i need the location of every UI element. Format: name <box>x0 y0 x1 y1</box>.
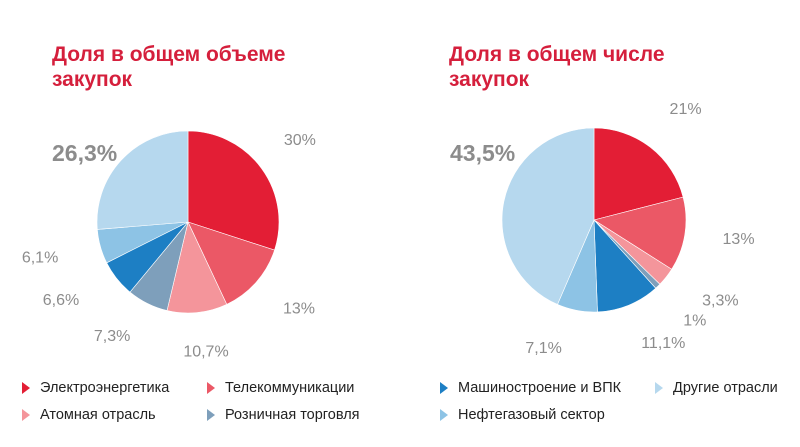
pie1-label-machinery: 6,6% <box>43 292 79 309</box>
legend-label-electro: Электроэнергетика <box>40 380 170 396</box>
pie1-label-nuclear: 10,7% <box>183 343 228 360</box>
pie2-slice-telecom <box>593 196 687 270</box>
legend-label-telecom: Телекоммуникации <box>225 380 355 396</box>
legend-item-telecom: Телекоммуникации <box>207 380 354 396</box>
pie1-slice-other <box>96 130 189 230</box>
pie1-slice-telecom <box>187 221 275 305</box>
legend-swatch-oilgas <box>440 409 448 421</box>
legend-item-nuclear: Атомная отрасль <box>22 407 156 423</box>
pie2-label-electro: 21% <box>670 101 702 118</box>
legend-label-oilgas: Нефтегазовый сектор <box>458 407 605 423</box>
legend-label-other: Другие отрасли <box>673 380 778 396</box>
pie1-label-other: 26,3% <box>52 140 117 166</box>
legend-swatch-nuclear <box>22 409 30 421</box>
legend-item-oilgas: Нефтегазовый сектор <box>440 407 605 423</box>
pie1-label-retail: 7,3% <box>94 328 130 345</box>
pie2-label-machinery: 11,1% <box>641 335 685 352</box>
pie2-label-nuclear: 3,3% <box>702 292 738 309</box>
legend-swatch-electro <box>22 382 30 394</box>
legend-label-machinery: Машиностроение и ВПК <box>458 380 622 396</box>
legend-item-other: Другие отрасли <box>655 380 778 396</box>
pie1-label-telecom: 13% <box>283 301 315 318</box>
legend: Электроэнергетика Телекоммуникации Машин… <box>0 378 800 438</box>
legend-swatch-retail <box>207 409 215 421</box>
chart-title-count: Доля в общем числе закупок <box>449 43 665 91</box>
pie1-label-oilgas: 6,1% <box>22 249 58 266</box>
legend-item-retail: Розничная торговля <box>207 407 360 423</box>
chart-title-volume: Доля в общем объеме закупок <box>52 43 286 91</box>
pie2-slice-other <box>501 127 595 305</box>
pie2-label-oilgas: 7,1% <box>525 340 561 357</box>
pie2-label-telecom: 13% <box>723 231 755 248</box>
legend-label-retail: Розничная торговля <box>225 407 360 423</box>
legend-swatch-other <box>655 382 663 394</box>
legend-swatch-telecom <box>207 382 215 394</box>
pie2-slice-machinery <box>593 219 657 313</box>
pie1-label-electro: 30% <box>284 132 316 149</box>
pie2-label-retail: 1% <box>683 312 706 329</box>
legend-item-electro: Электроэнергетика <box>22 380 169 396</box>
pie2-label-other: 43,5% <box>450 140 515 166</box>
pie1-slice-electro <box>187 130 280 251</box>
legend-swatch-machinery <box>440 382 448 394</box>
legend-label-nuclear: Атомная отрасль <box>40 407 156 423</box>
legend-item-machinery: Машиностроение и ВПК <box>440 380 621 396</box>
pie2-slice-electro <box>593 127 684 221</box>
